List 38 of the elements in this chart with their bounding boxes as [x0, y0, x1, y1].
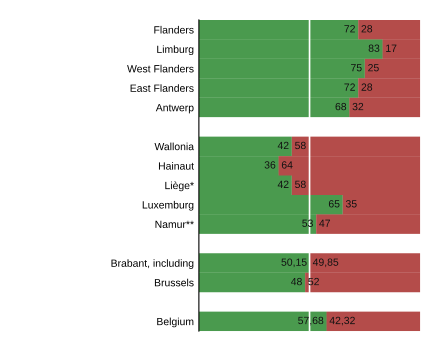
data-label: 28 [362, 83, 372, 91]
data-label: 28 [362, 25, 372, 32]
data-label: 25 [368, 64, 379, 72]
data-label: 36 [264, 161, 276, 169]
y-tick-label: Antwerp [156, 104, 194, 114]
data-label: 72 [344, 25, 355, 32]
data-label: 42 [278, 142, 289, 150]
y-tick-label: Hainaut [158, 162, 194, 170]
data-label: 75 [351, 64, 362, 72]
y-tick-label: Wallonia [154, 142, 194, 150]
y-tick-label: Luxemburg [142, 200, 194, 211]
y-tick-label: Liège* [165, 181, 194, 192]
data-label: 35 [346, 200, 357, 208]
data-label: 50,15 [281, 258, 307, 268]
data-label: 17 [386, 44, 396, 52]
y-tick-label: East Flanders [130, 84, 194, 92]
y-tick-label: Belgium [157, 318, 194, 328]
data-label: 58 [295, 142, 306, 150]
data-label: 58 [295, 180, 306, 188]
data-label: 47 [319, 220, 330, 227]
data-label: 65 [328, 200, 340, 208]
y-tick-label: Flanders [154, 26, 194, 34]
y-tick-label: Brussels [154, 278, 194, 286]
data-label: 48 [290, 278, 302, 286]
data-label: 68 [336, 102, 346, 110]
data-label: 32 [352, 102, 364, 110]
bar [198, 312, 327, 332]
data-label: 49,85 [312, 258, 338, 268]
data-label: 72 [344, 83, 355, 91]
data-label: 42 [278, 180, 289, 188]
data-label: 42,32 [330, 316, 355, 326]
data-label: 64 [282, 161, 293, 169]
y-tick-label: Limburg [157, 45, 194, 56]
y-tick-label: Brabant, including [111, 259, 194, 269]
data-label: 83 [368, 44, 380, 52]
y-tick-label: Namur** [156, 220, 194, 228]
y-tick-label: West Flanders [127, 64, 194, 72]
bar [326, 312, 420, 332]
